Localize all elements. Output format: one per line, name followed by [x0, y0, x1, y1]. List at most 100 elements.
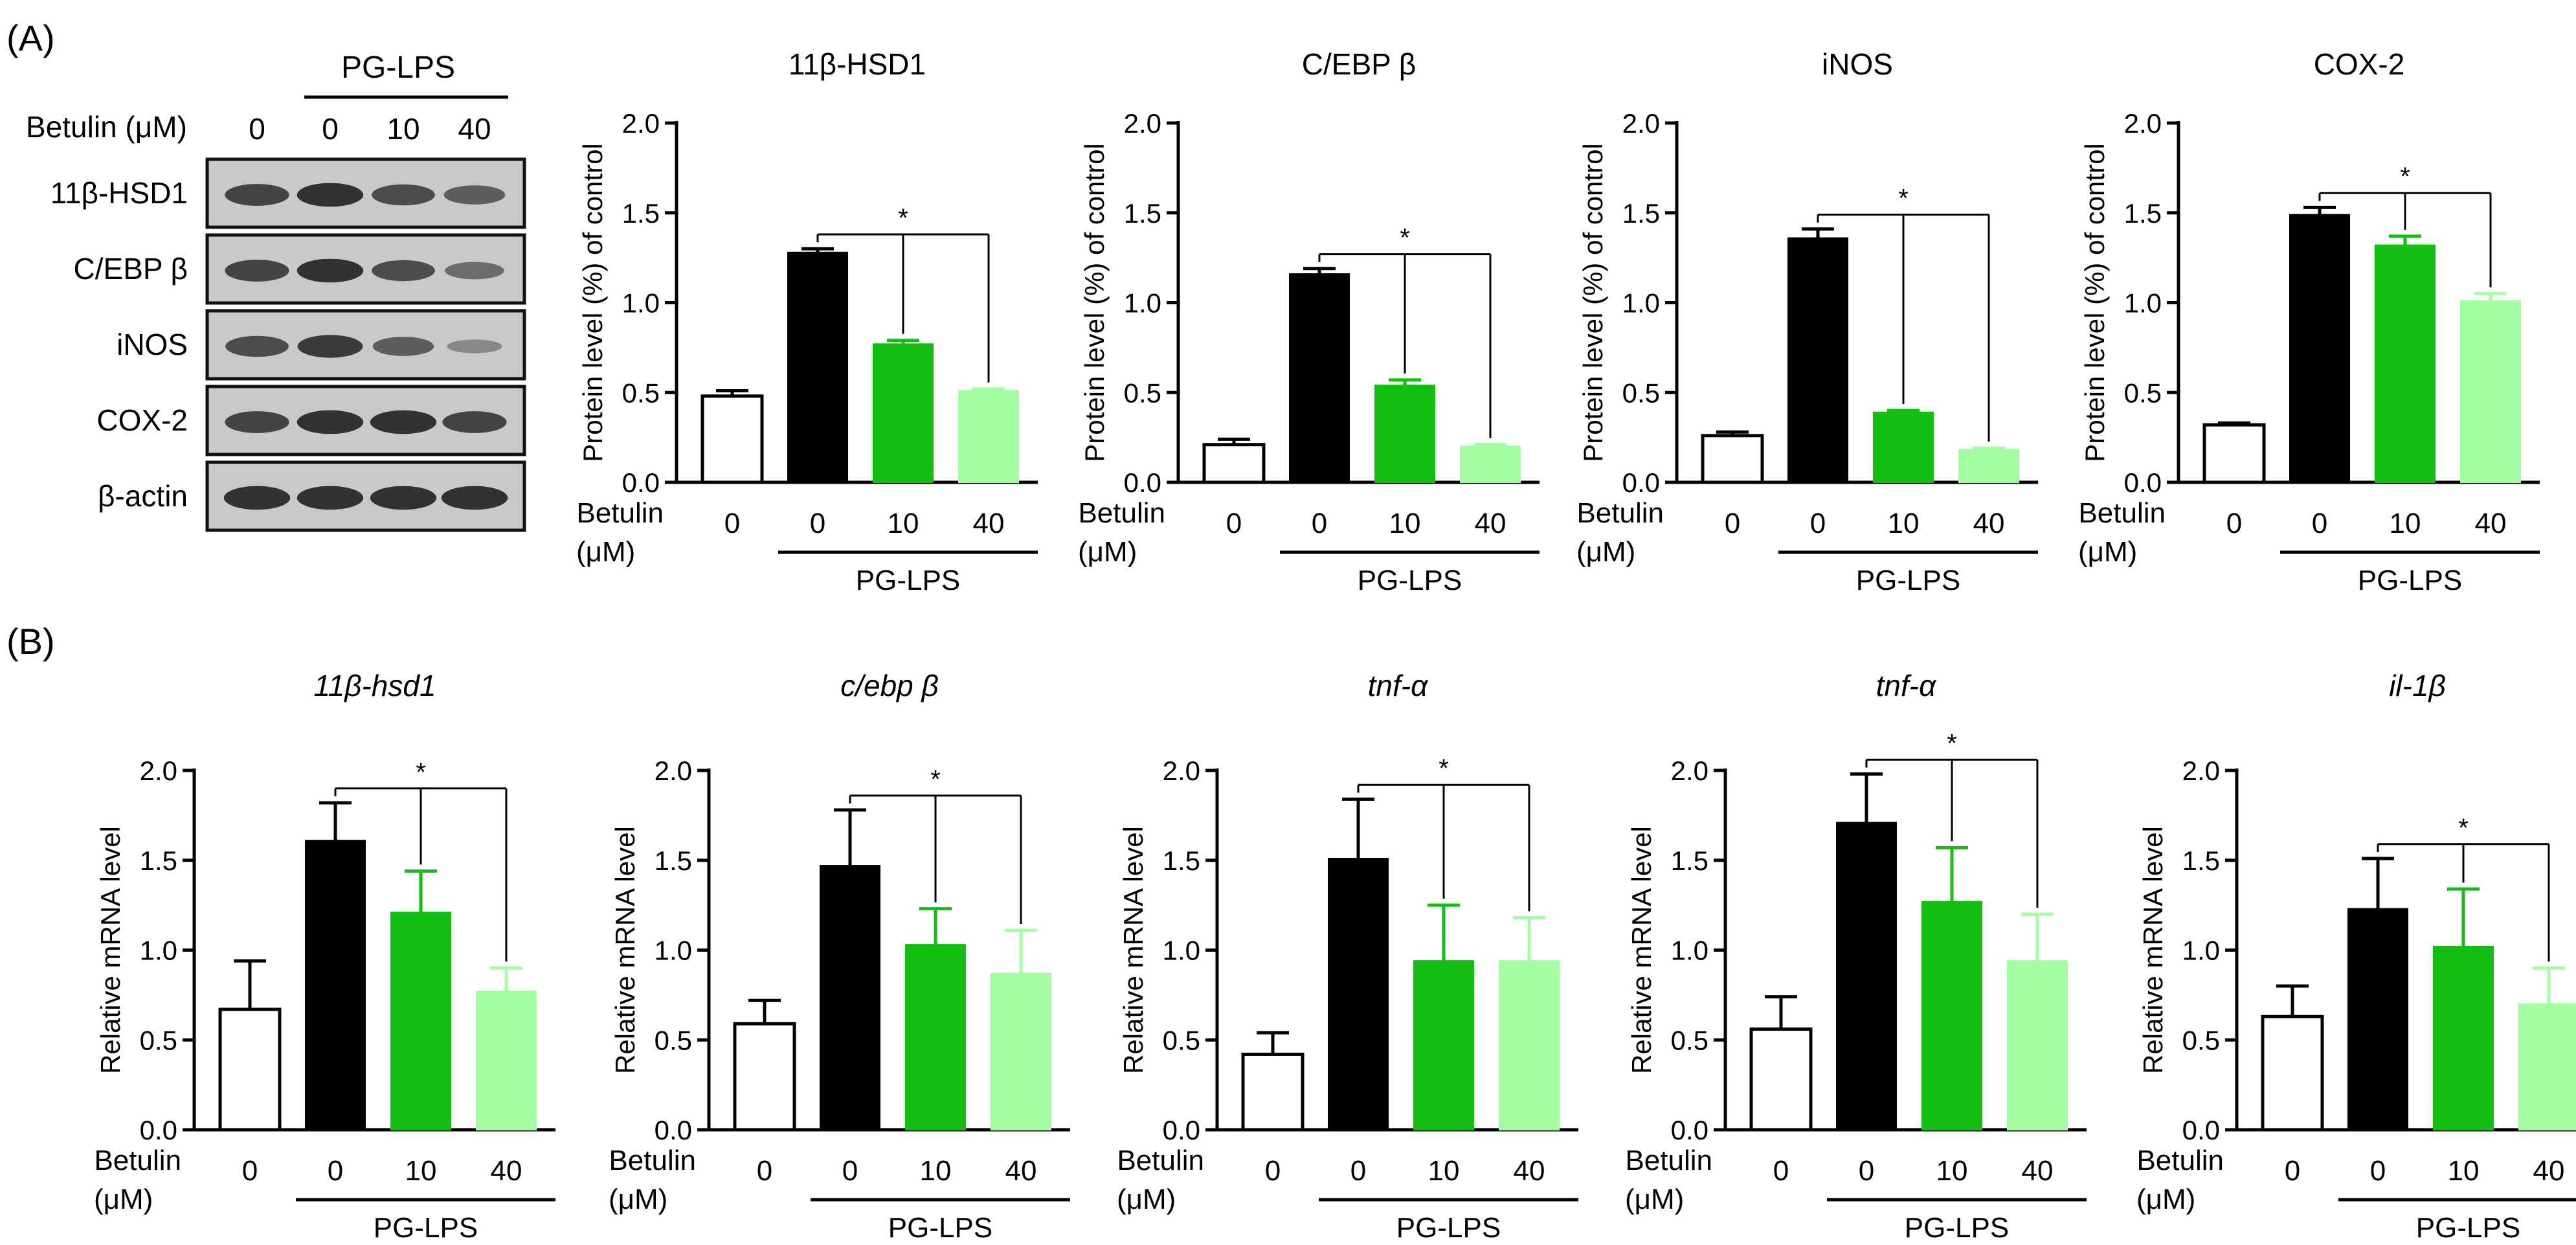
chart-b5-bar-3	[2433, 945, 2494, 1130]
chart-b4-title: tnf-α	[1876, 669, 1937, 702]
chart-b2-bar-2	[820, 865, 880, 1130]
blot-band-inos-lane-1	[225, 335, 289, 357]
blot-band--actin-lane-3	[370, 486, 437, 510]
chart-b3-ytick-label-4: 2.0	[1163, 756, 1200, 786]
chart-a1-xtick-label-4: 40	[973, 508, 1005, 539]
chart-a3-ylabel: Protein level (%) of control	[1578, 143, 1608, 462]
chart-b5: il-1β 0.0 0.5 1.0 1.5 2.0 Relative mRNA level *…	[2136, 669, 2576, 1244]
chart-b1-ytick-label-3: 1.5	[140, 846, 177, 876]
chart-a4-bar-1	[2202, 423, 2266, 484]
chart-b4-unit-label: (μM)	[1625, 1183, 1684, 1215]
blot-band-c-ebp--lane-4	[445, 262, 504, 280]
chart-a3-bar-3	[1873, 411, 1934, 484]
chart-a4-ytick-label-0: 0.0	[2124, 467, 2162, 498]
chart-b4-ytick-label-3: 1.5	[1671, 846, 1708, 876]
blot-treatment-header: PG-LPS	[341, 50, 455, 85]
chart-a4-title: COX-2	[2314, 47, 2405, 81]
chart-a2-group-label: PG-LPS	[1358, 565, 1462, 596]
chart-a1-unit-label: (μM)	[576, 536, 635, 568]
chart-b3-bar-3	[1413, 960, 1474, 1131]
blot-row-label-inos: iNOS	[117, 328, 188, 361]
blot-band--actin-lane-2	[297, 486, 364, 510]
chart-a4-significance-star: *	[2400, 163, 2410, 191]
chart-a1-ytick-label-1: 0.5	[622, 377, 660, 408]
chart-a4-ytick-label-2: 1.0	[2124, 288, 2162, 319]
chart-a3-ytick-label-4: 2.0	[1622, 108, 1660, 139]
chart-b1-xtick-label-2: 0	[328, 1155, 343, 1187]
chart-a1-group-label: PG-LPS	[856, 565, 960, 596]
blot-band--actin-lane-4	[441, 486, 508, 510]
chart-b2-ylabel: Relative mRNA level	[610, 826, 640, 1074]
chart-b5-bar-4	[2518, 1003, 2576, 1130]
chart-b4-xtick-label-2: 0	[1859, 1155, 1874, 1187]
chart-b2-bar-1	[733, 1022, 796, 1132]
chart-a4-betulin-label: Betulin	[2078, 497, 2166, 529]
chart-a3-ytick-label-0: 0.0	[1622, 467, 1660, 498]
chart-b4-xtick-label-3: 10	[1936, 1155, 1968, 1187]
chart-b4-ytick-label-2: 1.0	[1671, 936, 1708, 966]
chart-a2-bar-2	[1289, 273, 1350, 483]
chart-a3-bar-1	[1701, 434, 1764, 484]
chart-a4-xtick-label-2: 0	[2312, 508, 2327, 539]
chart-b2-bar-3	[905, 944, 966, 1131]
panel-b-label: (B)	[6, 621, 55, 662]
chart-a2-unit-label: (μM)	[1078, 536, 1137, 568]
blot-band-cox-2-lane-2	[297, 410, 364, 434]
chart-b1-xtick-label-4: 40	[491, 1155, 522, 1187]
blot-dose-40: 40	[458, 112, 491, 146]
blot-band-inos-lane-4	[447, 339, 502, 353]
chart-a3-bar-2	[1787, 237, 1848, 483]
chart-a3-ytick-label-3: 1.5	[1622, 198, 1660, 229]
chart-b5-ytick-label-4: 2.0	[2182, 756, 2220, 786]
chart-a2-bar-1	[1202, 443, 1266, 484]
chart-b5-group-label: PG-LPS	[2416, 1212, 2520, 1244]
chart-a4-ylabel: Protein level (%) of control	[2079, 143, 2110, 462]
blot-dose-10: 10	[386, 112, 420, 146]
chart-b5-ytick-label-1: 0.5	[2182, 1025, 2220, 1055]
blot-dose-0-lps: 0	[322, 112, 339, 146]
blot-row-label--actin: β-actin	[98, 479, 188, 513]
chart-b1-ytick-label-0: 0.0	[140, 1115, 177, 1145]
chart-b4-xtick-label-4: 40	[2022, 1155, 2054, 1187]
chart-b2-bar-4	[991, 972, 1051, 1130]
blot-band-c-ebp--lane-1	[225, 260, 289, 282]
chart-a4-unit-label: (μM)	[2078, 536, 2137, 568]
chart-b5-ytick-label-3: 1.5	[2182, 846, 2220, 876]
chart-a3-xtick-label-4: 40	[1973, 508, 2005, 539]
chart-b5-betulin-label: Betulin	[2136, 1145, 2224, 1176]
chart-b4-bar-2	[1836, 822, 1897, 1130]
blot-betulin-label: Betulin (μM)	[26, 110, 187, 144]
chart-b5-unit-label: (μM)	[2136, 1183, 2195, 1215]
blot-band-inos-lane-2	[297, 335, 363, 358]
chart-a2-betulin-label: Betulin	[1078, 497, 1165, 529]
chart-b4-bar-4	[2007, 960, 2068, 1131]
chart-b4: tnf-α 0.0 0.5 1.0 1.5 2.0 Relative mRNA level *…	[1625, 669, 2087, 1244]
chart-b3-ytick-label-3: 1.5	[1163, 846, 1200, 876]
chart-a3-significance-star: *	[1898, 185, 1909, 213]
chart-b4-betulin-label: Betulin	[1625, 1145, 1712, 1176]
chart-a4-group-label: PG-LPS	[2358, 565, 2462, 596]
chart-b1-xtick-label-1: 0	[242, 1155, 258, 1187]
chart-b2-ytick-label-4: 2.0	[655, 756, 692, 786]
chart-b1-ylabel: Relative mRNA level	[95, 826, 126, 1074]
chart-a3-xtick-label-1: 0	[1725, 508, 1740, 539]
chart-a1-xtick-label-1: 0	[724, 508, 740, 539]
chart-b2-betulin-label: Betulin	[609, 1145, 696, 1176]
blot-row-label-c-ebp-: C/EBP β	[74, 252, 188, 286]
chart-b2-xtick-label-3: 10	[920, 1155, 952, 1187]
chart-b3-group-label: PG-LPS	[1396, 1212, 1501, 1244]
blot-band-11-hsd1-lane-1	[225, 184, 289, 206]
chart-b5-ytick-label-2: 1.0	[2182, 936, 2220, 966]
chart-a2-ytick-label-2: 1.0	[1124, 288, 1161, 319]
chart-a4-xtick-label-4: 40	[2475, 508, 2507, 539]
chart-a3-unit-label: (μM)	[1576, 536, 1635, 568]
chart-b3-unit-label: (μM)	[1117, 1183, 1176, 1215]
chart-a2-ytick-label-3: 1.5	[1124, 198, 1161, 229]
chart-b1-xtick-label-3: 10	[405, 1155, 437, 1187]
chart-b5-title: il-1β	[2389, 669, 2446, 702]
chart-b1-unit-label: (μM)	[94, 1183, 153, 1215]
chart-a3-xtick-label-2: 0	[1810, 508, 1826, 539]
blot-band-11-hsd1-lane-4	[443, 185, 506, 205]
chart-b4-ytick-label-4: 2.0	[1671, 756, 1708, 786]
blot-band-c-ebp--lane-3	[372, 260, 435, 282]
